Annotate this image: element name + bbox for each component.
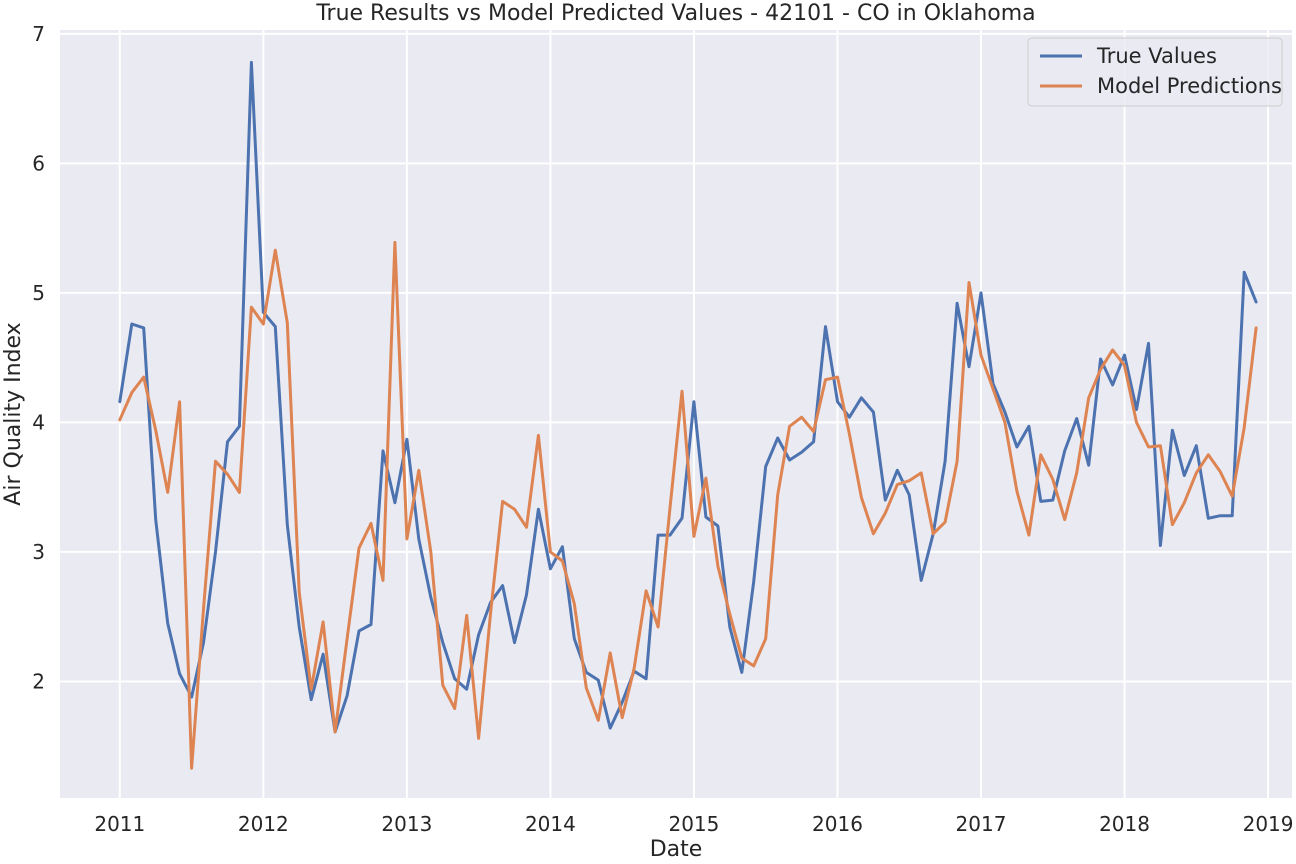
y-tick-label-3: 3 bbox=[32, 540, 45, 564]
legend-label-true-values: True Values bbox=[1096, 44, 1217, 68]
x-tick-label-2012: 2012 bbox=[238, 812, 289, 836]
x-tick-label-2015: 2015 bbox=[668, 812, 719, 836]
grid bbox=[60, 30, 1292, 798]
x-tick-label-2019: 2019 bbox=[1243, 812, 1294, 836]
legend: True Values Model Predictions bbox=[1027, 37, 1283, 107]
y-tick-label-7: 7 bbox=[32, 22, 45, 46]
series-layer bbox=[118, 60, 1258, 770]
y-tick-labels: 2 3 4 5 6 7 bbox=[32, 22, 45, 694]
legend-box bbox=[1027, 37, 1283, 107]
x-tick-label-2018: 2018 bbox=[1099, 812, 1150, 836]
x-axis-label: Date bbox=[650, 837, 703, 862]
y-tick-label-5: 5 bbox=[32, 281, 45, 305]
y-tick-label-6: 6 bbox=[32, 151, 45, 175]
x-tick-label-2011: 2011 bbox=[94, 812, 145, 836]
x-tick-labels: 2011 2012 2013 2014 2015 2016 2017 2018 2019 bbox=[94, 812, 1293, 836]
y-axis-label: Air Quality Index bbox=[1, 322, 26, 505]
y-tick-label-4: 4 bbox=[32, 410, 45, 434]
x-tick-label-2014: 2014 bbox=[525, 812, 576, 836]
y-tick-label-2: 2 bbox=[32, 669, 45, 693]
x-tick-label-2017: 2017 bbox=[956, 812, 1007, 836]
chart-title: True Results vs Model Predicted Values -… bbox=[315, 1, 1035, 26]
legend-label-model-predictions: Model Predictions bbox=[1097, 74, 1282, 98]
series-line-model-predictions bbox=[118, 240, 1258, 770]
x-tick-label-2013: 2013 bbox=[381, 812, 432, 836]
x-tick-label-2016: 2016 bbox=[812, 812, 863, 836]
